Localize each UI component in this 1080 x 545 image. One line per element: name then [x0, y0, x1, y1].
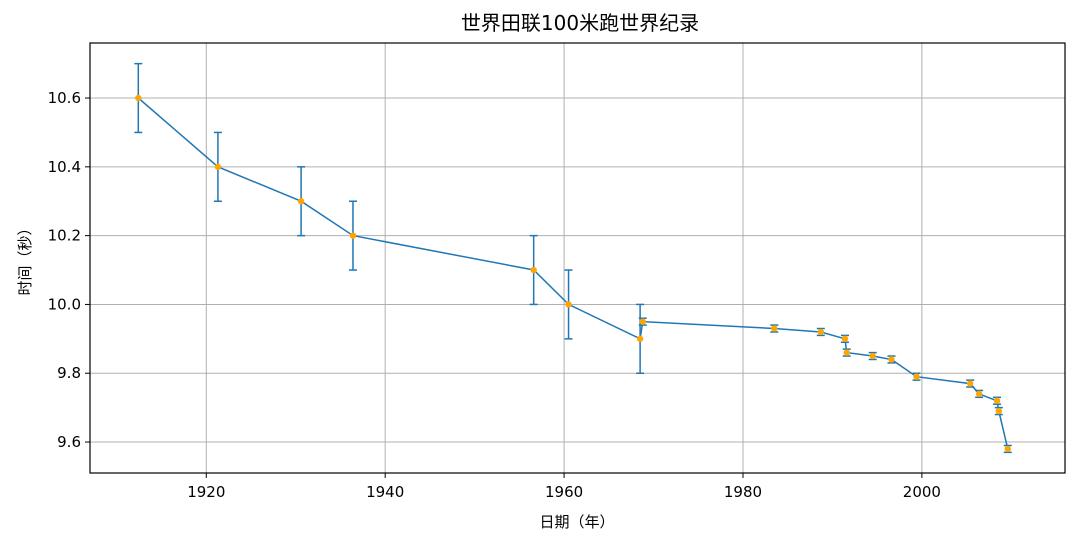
- plot-frame: [89, 42, 1066, 474]
- data-point: [636, 335, 644, 343]
- data-point: [214, 163, 222, 171]
- x-tick-label: 2000: [903, 483, 941, 501]
- y-tick-label: 10.0: [48, 295, 81, 313]
- grid: [90, 43, 1065, 473]
- series-line: [137, 97, 1009, 450]
- axis-ticks: 1920 1940 1960 1980 2000 9.6 9.8 10.0 10.2 10.4 10…: [48, 89, 941, 501]
- data-point: [135, 94, 142, 102]
- y-tick-label: 10.4: [48, 158, 81, 176]
- data-point: [966, 380, 974, 387]
- data-point: [869, 352, 876, 360]
- data-point: [995, 407, 1003, 415]
- chart-title: 世界田联100米跑世界纪录: [461, 11, 699, 35]
- x-tick-label: 1920: [187, 483, 225, 501]
- data-point: [888, 356, 895, 363]
- data-point: [565, 301, 572, 308]
- data-point: [913, 373, 920, 380]
- data-point: [843, 349, 850, 356]
- data-point: [993, 397, 1001, 404]
- data-point: [639, 318, 646, 325]
- data-point: [841, 335, 849, 343]
- x-axis-label: 日期（年）: [539, 513, 614, 531]
- x-tick-label: 1980: [724, 483, 762, 501]
- data-point: [530, 266, 537, 274]
- y-tick-label: 10.6: [48, 89, 81, 107]
- y-axis-label: 时间（秒）: [16, 220, 34, 295]
- y-tick-label: 10.2: [48, 227, 81, 245]
- data-point: [297, 198, 305, 205]
- y-tick-label: 9.6: [57, 433, 81, 451]
- data-point: [817, 328, 825, 336]
- y-tick-label: 9.8: [57, 364, 81, 382]
- data-point: [1004, 445, 1011, 453]
- data-point: [349, 232, 357, 239]
- data-point: [771, 325, 778, 332]
- data-series: [134, 62, 1012, 454]
- data-point: [975, 390, 983, 398]
- x-tick-label: 1940: [366, 483, 404, 501]
- x-tick-label: 1960: [545, 483, 583, 501]
